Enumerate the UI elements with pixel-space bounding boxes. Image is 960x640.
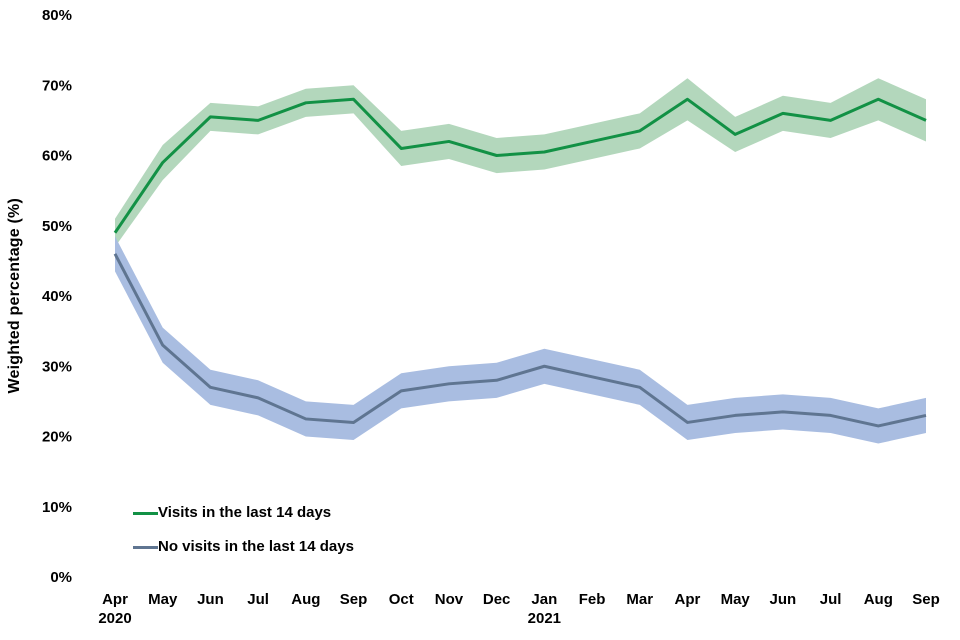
x-tick-label: Nov — [435, 591, 464, 608]
y-tick-label: 70% — [42, 77, 72, 94]
x-tick-label: Dec — [483, 591, 511, 608]
x-year-label: 2020 — [98, 610, 131, 627]
legend-item-visits: Visits in the last 14 days — [133, 503, 354, 523]
y-tick-label: 0% — [50, 569, 72, 586]
series-line-0 — [113, 97, 927, 234]
x-tick-label: Feb — [579, 591, 606, 608]
x-tick-label: Sep — [340, 591, 368, 608]
y-tick-label: 10% — [42, 499, 72, 516]
x-tick-label: Aug — [291, 591, 320, 608]
x-tick-label: Aug — [864, 591, 893, 608]
y-tick-label: 50% — [42, 218, 72, 235]
y-tick-label: 60% — [42, 148, 72, 165]
series-line-1 — [113, 253, 927, 428]
x-year-label: 2021 — [528, 610, 561, 627]
x-tick-label: Mar — [626, 591, 653, 608]
series-band-0 — [115, 78, 926, 247]
y-axis-title-box: Weighted percentage (%) — [0, 15, 30, 577]
x-tick-label: Apr — [675, 591, 701, 608]
legend-swatch-visits-line — [133, 511, 158, 515]
x-tick-label: Oct — [389, 591, 414, 608]
x-tick-label: May — [148, 591, 178, 608]
y-axis-title: Weighted percentage (%) — [6, 198, 23, 394]
y-tick-label: 80% — [42, 7, 72, 24]
legend: Visits in the last 14 days No visits in … — [133, 503, 354, 571]
x-tick-label: Jun — [770, 591, 797, 608]
y-tick-label: 40% — [42, 288, 72, 305]
legend-swatch-no-visits-line — [133, 545, 158, 549]
legend-item-no-visits: No visits in the last 14 days — [133, 537, 354, 557]
x-tick-label: Jun — [197, 591, 224, 608]
y-tick-label: 30% — [42, 358, 72, 375]
x-tick-label: Apr — [102, 591, 128, 608]
x-tick-label: Jul — [820, 591, 842, 608]
legend-label-visits: Visits in the last 14 days — [158, 504, 332, 521]
series-band-1 — [115, 236, 926, 444]
x-tick-label: Sep — [912, 591, 940, 608]
legend-label-no-visits: No visits in the last 14 days — [158, 538, 354, 555]
x-tick-label: Jul — [247, 591, 269, 608]
x-tick-label: Jan — [531, 591, 557, 608]
x-tick-label: May — [721, 591, 751, 608]
y-tick-label: 20% — [42, 429, 72, 446]
